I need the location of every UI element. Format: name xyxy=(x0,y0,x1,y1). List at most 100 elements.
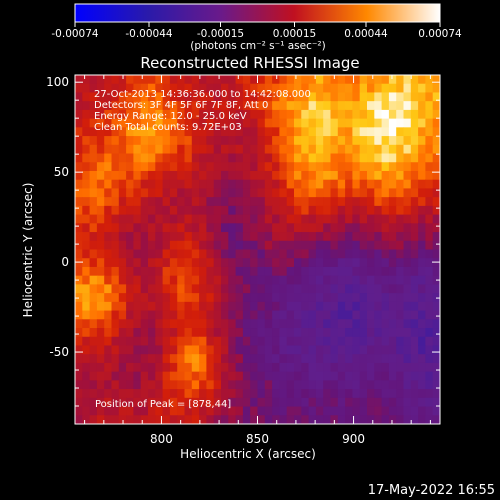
heatmap-cell xyxy=(337,415,346,424)
heatmap-cell xyxy=(345,328,353,338)
heatmap-cell xyxy=(104,266,113,277)
heatmap-cell xyxy=(221,136,229,146)
heatmap-cell xyxy=(235,179,244,190)
heatmap-cell xyxy=(184,223,193,233)
heatmap-cell xyxy=(104,197,113,207)
heatmap-cell xyxy=(330,75,339,85)
heatmap-cell xyxy=(82,258,91,268)
heatmap-cell xyxy=(388,223,397,233)
heatmap-cell xyxy=(221,293,229,303)
heatmap-cell xyxy=(294,275,302,285)
heatmap-cell xyxy=(206,371,215,381)
heatmap-cell xyxy=(89,127,98,137)
heatmap-cell xyxy=(235,205,244,216)
heatmap-cell xyxy=(191,136,200,146)
heatmap-cell xyxy=(396,118,405,128)
heatmap-cell xyxy=(75,397,83,408)
heatmap-cell xyxy=(396,293,405,303)
heatmap-cell xyxy=(148,258,156,268)
heatmap-cell xyxy=(352,354,361,364)
heatmap-cell xyxy=(315,389,324,399)
heatmap-cell xyxy=(184,214,193,224)
heatmap-cell xyxy=(250,127,259,137)
heatmap-cell xyxy=(286,109,295,120)
heatmap-cell xyxy=(162,406,171,416)
heatmap-cell xyxy=(199,389,207,399)
heatmap-cell xyxy=(337,389,346,399)
heatmap-cell xyxy=(286,406,295,416)
heatmap-cell xyxy=(330,162,339,172)
heatmap-cell xyxy=(221,162,229,172)
heatmap-cell xyxy=(279,310,288,320)
heatmap-cell xyxy=(301,205,310,216)
heatmap-cell xyxy=(221,75,229,85)
heatmap-cell xyxy=(111,293,120,303)
heatmap-cell xyxy=(315,275,324,285)
heatmap-cell xyxy=(199,153,207,163)
heatmap-cell xyxy=(75,319,83,329)
heatmap-cell xyxy=(177,336,186,347)
heatmap-cell xyxy=(286,232,295,242)
heatmap-cell xyxy=(89,319,98,329)
heatmap-cell xyxy=(177,371,186,381)
heatmap-cell xyxy=(418,109,426,120)
heatmap-cell xyxy=(96,83,105,94)
heatmap-cell xyxy=(118,380,127,390)
heatmap-cell xyxy=(374,301,383,312)
heatmap-cell xyxy=(199,249,207,259)
heatmap-cell xyxy=(425,371,434,381)
heatmap-cell xyxy=(294,293,302,303)
heatmap-cell xyxy=(257,354,266,364)
heatmap-cell xyxy=(388,75,397,85)
heatmap-cell xyxy=(352,101,361,111)
heatmap-cell xyxy=(199,362,207,373)
heatmap-cell xyxy=(367,406,375,416)
heatmap-cell xyxy=(162,240,171,251)
heatmap-cell xyxy=(162,328,171,338)
heatmap-cell xyxy=(75,354,83,364)
heatmap-cell xyxy=(410,406,419,416)
heatmap-cell xyxy=(242,109,251,120)
heatmap-cell xyxy=(250,170,259,181)
heatmap-cell xyxy=(199,328,207,338)
heatmap-cell xyxy=(403,354,412,364)
heatmap-cell xyxy=(104,371,113,381)
heatmap-cell xyxy=(425,397,434,408)
heatmap-cell xyxy=(162,310,171,320)
heatmap-cell xyxy=(352,118,361,128)
heatmap-cell xyxy=(388,136,397,146)
heatmap-cell xyxy=(425,319,434,329)
heatmap-cell xyxy=(89,249,98,259)
heatmap-cell xyxy=(191,258,200,268)
heatmap-cell xyxy=(323,336,332,347)
heatmap-cell xyxy=(104,179,113,190)
heatmap-cell xyxy=(221,328,229,338)
heatmap-cell xyxy=(155,144,164,155)
heatmap-cell xyxy=(191,75,200,85)
heatmap-cell xyxy=(272,258,280,268)
heatmap-cell xyxy=(388,205,397,216)
heatmap-cell xyxy=(315,101,324,111)
heatmap-cell xyxy=(177,83,186,94)
heatmap-cell xyxy=(242,415,251,424)
heatmap-cell xyxy=(235,415,244,424)
heatmap-cell xyxy=(191,170,200,181)
heatmap-cell xyxy=(381,144,390,155)
heatmap-cell xyxy=(155,197,164,207)
heatmap-cell xyxy=(294,354,302,364)
heatmap-cell xyxy=(352,153,361,163)
heatmap-cell xyxy=(367,389,375,399)
heatmap-cell xyxy=(315,336,324,347)
heatmap-cell xyxy=(323,240,332,251)
heatmap-cell xyxy=(111,345,120,355)
heatmap-cell xyxy=(228,328,237,338)
heatmap-cell xyxy=(425,406,434,416)
heatmap-cell xyxy=(286,293,295,303)
heatmap-cell xyxy=(133,362,142,373)
heatmap-cell xyxy=(367,258,375,268)
heatmap-cell xyxy=(272,205,280,216)
heatmap-cell xyxy=(140,144,149,155)
heatmap-cell xyxy=(279,205,288,216)
heatmap-cell xyxy=(140,301,149,312)
heatmap-cell xyxy=(206,118,215,128)
